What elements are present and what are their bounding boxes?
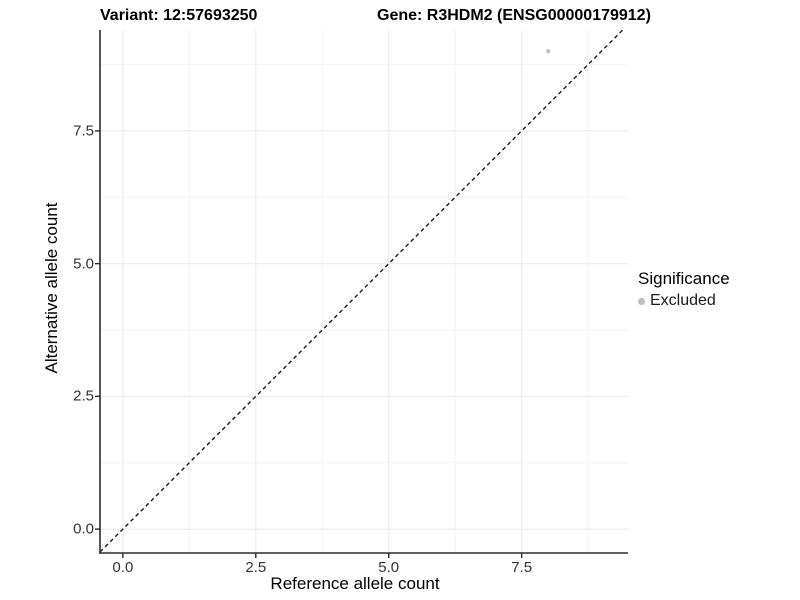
x-tick-label: 0.0 xyxy=(112,559,134,576)
y-tick-label: 2.5 xyxy=(73,387,94,405)
y-axis-title: Alternative allele count xyxy=(42,202,61,374)
legend-point-icon xyxy=(638,297,645,305)
legend-title: Significance xyxy=(638,269,730,288)
plot-title-gene: Gene: R3HDM2 (ENSG00000179912) xyxy=(377,7,651,24)
identity-line xyxy=(99,29,624,553)
y-tick-label: 0.0 xyxy=(73,520,94,538)
axis-ticks xyxy=(95,130,523,558)
x-axis-title: Reference allele count xyxy=(270,574,440,593)
plot-title-variant: Variant: 12:57693250 xyxy=(100,7,258,24)
y-tick-label: 5.0 xyxy=(73,255,94,273)
data-point xyxy=(546,49,551,54)
data-points xyxy=(546,49,551,54)
y-tick-label: 7.5 xyxy=(73,122,94,140)
x-tick-label: 2.5 xyxy=(245,559,267,576)
x-tick-label: 7.5 xyxy=(511,559,533,576)
minor-gridlines xyxy=(100,30,628,553)
legend-item-label: Excluded xyxy=(650,292,716,309)
x-tick-label: 5.0 xyxy=(378,559,400,576)
legend-item-excluded: Excluded xyxy=(638,292,730,310)
legend: Significance Excluded xyxy=(638,269,730,310)
major-gridlines xyxy=(100,30,628,553)
